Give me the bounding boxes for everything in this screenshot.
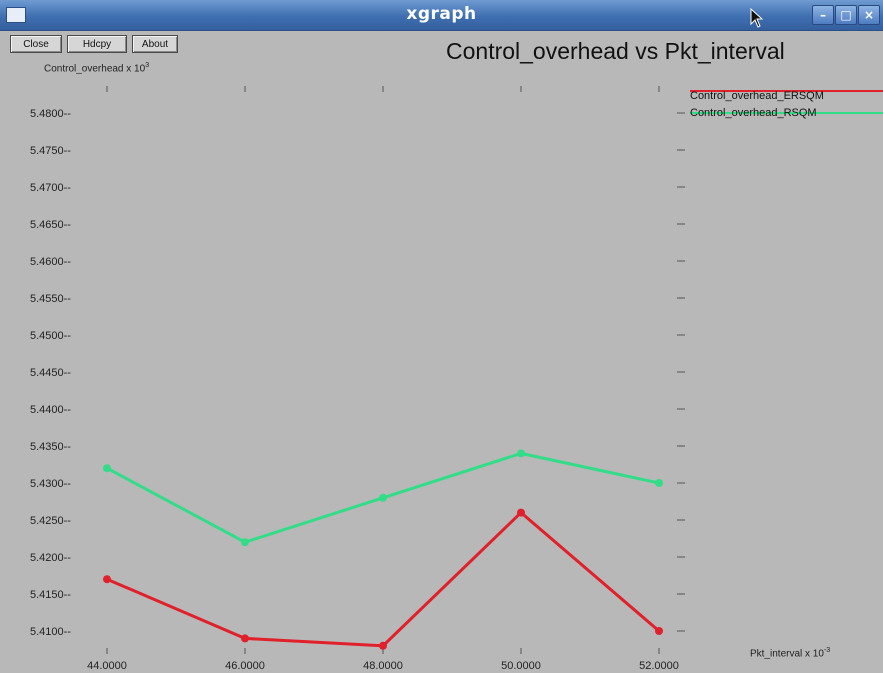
close-icon[interactable]: × (858, 5, 880, 25)
y-tick-label: 5.4750-- (30, 145, 71, 157)
x-tick-label: 52.0000 (639, 660, 679, 672)
y-tick-label: 5.4650-- (30, 219, 71, 231)
data-point-rsqm (655, 479, 663, 487)
y-tick-label: 5.4800-- (30, 108, 71, 120)
window-menu-icon[interactable] (6, 7, 26, 23)
x-axis-label: Pkt_interval x 10-3 (750, 647, 830, 659)
data-point-ersqm (655, 627, 663, 635)
y-tick-label: 5.4350-- (30, 441, 71, 453)
minimize-icon[interactable]: – (812, 5, 834, 25)
y-tick-label: 5.4700-- (30, 182, 71, 194)
y-tick-label: 5.4150-- (30, 589, 71, 601)
data-point-ersqm (241, 634, 249, 643)
data-point-rsqm (379, 493, 387, 502)
y-tick-label: 5.4550-- (30, 293, 71, 305)
y-tick-label: 5.4250-- (30, 515, 71, 527)
window-title: xgraph (406, 4, 477, 24)
legend-swatch-rsqm (690, 112, 883, 114)
x-axis-label-exponent: -3 (823, 647, 831, 654)
maximize-icon[interactable]: □ (835, 5, 857, 25)
legend-label-rsqm: Control_overhead_RSQM (690, 107, 817, 119)
series-line-ersqm (106, 511, 660, 648)
data-point-rsqm (517, 449, 525, 458)
data-point-ersqm (103, 575, 111, 584)
y-axis-label-text: Control_overhead x 10 (44, 63, 146, 75)
legend-swatch-ersqm (690, 90, 883, 92)
chart-title: Control_overhead vs Pkt_interval (446, 38, 785, 64)
data-point-ersqm (517, 508, 525, 517)
legend-label-ersqm: Control_overhead_ERSQM (690, 90, 824, 102)
y-tick-label: 5.4500-- (30, 330, 71, 342)
y-axis-label: Control_overhead x 103 (44, 62, 149, 74)
x-tick-label: 48.0000 (363, 660, 403, 672)
x-tick-label: 50.0000 (501, 660, 541, 672)
data-point-rsqm (103, 464, 111, 473)
y-tick-label: 5.4100-- (30, 626, 71, 638)
close-button[interactable]: Close (10, 35, 62, 53)
y-axis-label-exponent: 3 (145, 62, 150, 69)
x-tick-label: 46.0000 (225, 660, 265, 672)
x-axis-label-text: Pkt_interval x 10 (750, 648, 824, 660)
y-tick-label: 5.4300-- (30, 478, 71, 490)
mouse-pointer-icon (750, 8, 764, 28)
hardcopy-button[interactable]: Hdcpy (67, 35, 127, 53)
y-tick-label: 5.4400-- (30, 404, 71, 416)
about-button[interactable]: About (132, 35, 178, 53)
window-titlebar[interactable]: xgraph – □ × (0, 0, 883, 31)
y-tick-label: 5.4450-- (30, 367, 71, 379)
y-tick-label: 5.4200-- (30, 552, 71, 564)
data-point-rsqm (241, 538, 249, 547)
data-point-ersqm (379, 641, 387, 650)
x-tick-label: 44.0000 (87, 660, 127, 672)
y-tick-label: 5.4600-- (30, 256, 71, 268)
